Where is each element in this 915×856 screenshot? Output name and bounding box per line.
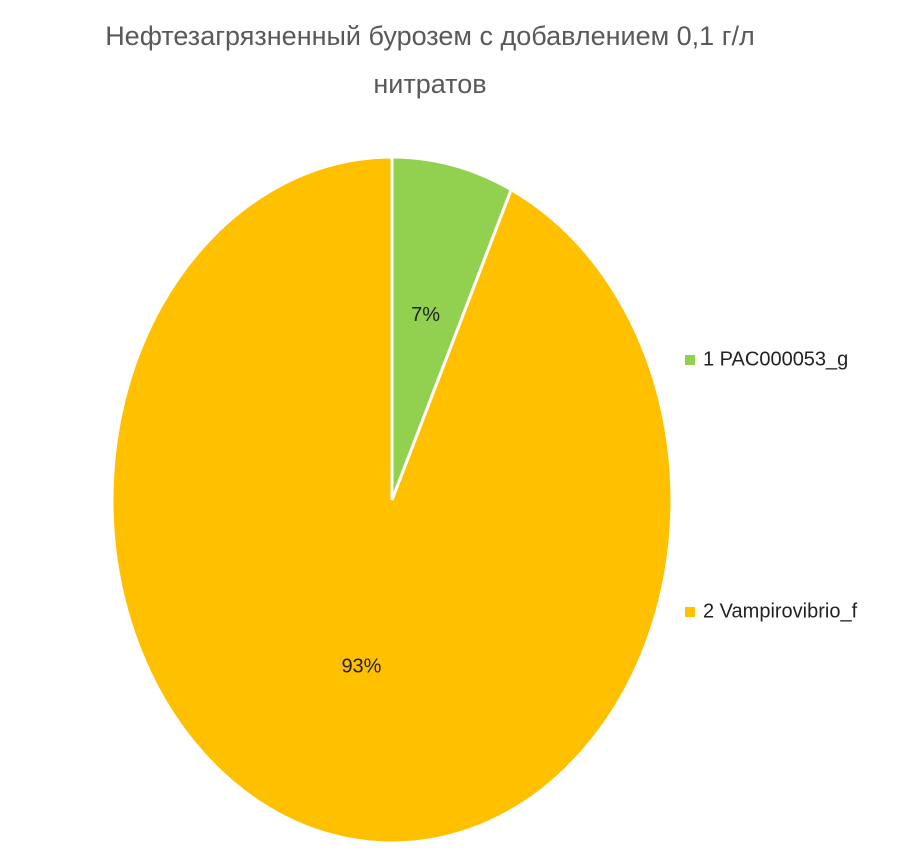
data-label: 93% xyxy=(341,656,381,678)
legend-label: 2 Vampirovibrio_f xyxy=(703,600,858,622)
data-label: 7% xyxy=(411,304,440,326)
chart-title: Нефтезагрязненный бурозем с добавлением … xyxy=(105,21,755,99)
legend-marker xyxy=(685,607,695,617)
pie-slice xyxy=(110,155,674,845)
legend-marker xyxy=(685,355,695,365)
legend-label: 1 PAC000053_g xyxy=(703,348,848,370)
pie-slice xyxy=(390,155,514,501)
